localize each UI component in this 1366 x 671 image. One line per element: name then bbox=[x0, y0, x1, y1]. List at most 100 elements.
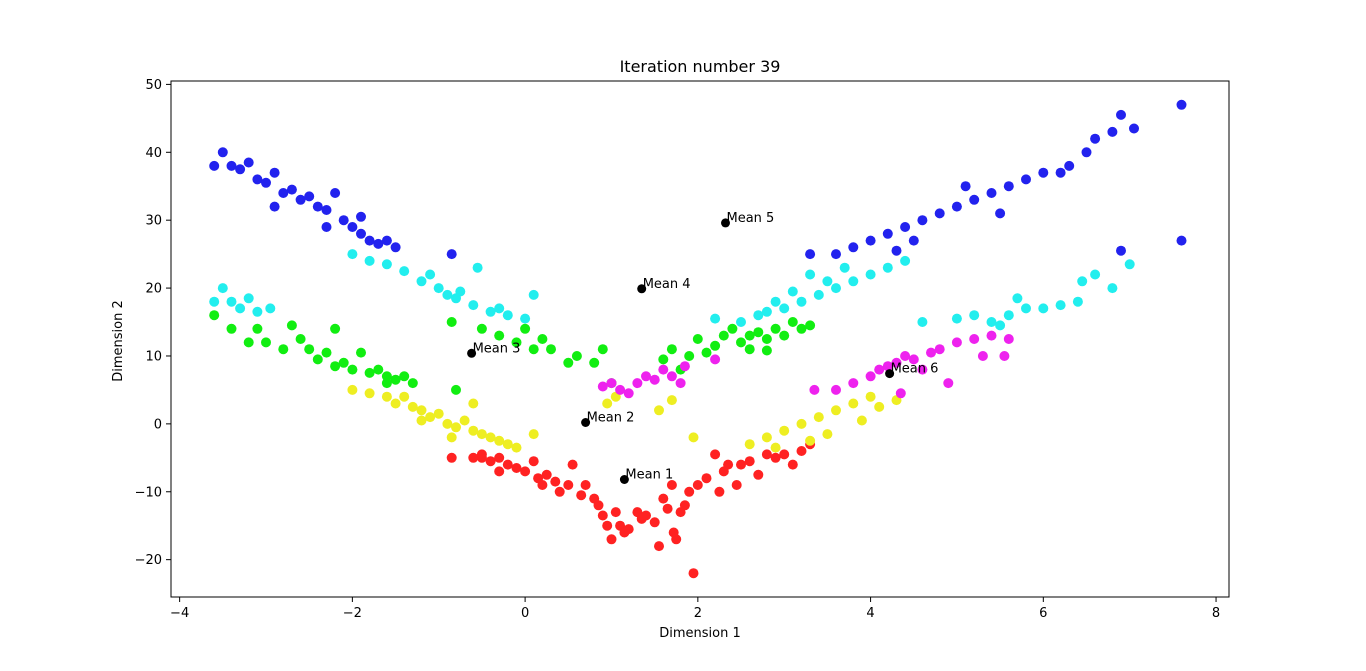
data-point bbox=[494, 435, 505, 446]
data-point bbox=[658, 364, 669, 375]
data-point bbox=[649, 517, 660, 528]
data-point bbox=[399, 371, 410, 382]
data-point bbox=[511, 463, 522, 473]
data-point bbox=[727, 323, 738, 334]
data-point bbox=[399, 391, 410, 402]
data-point bbox=[528, 344, 539, 355]
data-point bbox=[261, 177, 271, 188]
y-tick-label: 50 bbox=[145, 78, 162, 93]
data-point bbox=[1003, 181, 1014, 192]
data-point bbox=[986, 188, 997, 198]
data-point bbox=[831, 249, 841, 260]
data-point bbox=[1055, 300, 1066, 311]
mean-label: Mean 5 bbox=[727, 211, 775, 226]
data-point bbox=[455, 286, 466, 297]
data-point bbox=[554, 486, 565, 497]
data-point bbox=[831, 384, 841, 395]
data-point bbox=[468, 425, 479, 436]
data-point bbox=[969, 334, 980, 344]
mean-label: Mean 2 bbox=[587, 411, 635, 426]
data-point bbox=[347, 364, 358, 375]
data-point bbox=[744, 439, 755, 450]
data-point bbox=[537, 334, 548, 344]
data-point bbox=[597, 510, 608, 521]
data-point bbox=[468, 398, 479, 409]
data-point bbox=[710, 449, 721, 460]
data-point bbox=[373, 238, 384, 249]
data-point bbox=[787, 317, 798, 327]
data-point bbox=[364, 255, 375, 266]
data-point bbox=[692, 334, 703, 344]
data-point bbox=[805, 435, 816, 446]
data-point bbox=[649, 374, 660, 385]
data-point bbox=[986, 330, 997, 341]
data-point bbox=[407, 378, 418, 389]
data-point bbox=[723, 459, 734, 470]
data-point bbox=[839, 262, 850, 273]
data-point bbox=[1012, 293, 1023, 304]
data-point bbox=[666, 480, 677, 490]
data-point bbox=[520, 313, 531, 324]
data-point bbox=[528, 429, 539, 440]
data-point bbox=[779, 425, 790, 436]
data-point bbox=[321, 222, 332, 232]
data-point bbox=[813, 289, 824, 300]
data-point bbox=[770, 323, 781, 334]
data-point bbox=[1081, 147, 1092, 158]
data-point bbox=[494, 303, 505, 314]
mean-marker bbox=[721, 218, 730, 228]
data-point bbox=[917, 317, 928, 327]
mean-label: Mean 3 bbox=[473, 341, 521, 356]
data-point bbox=[736, 459, 746, 470]
data-point bbox=[593, 500, 604, 511]
data-point bbox=[278, 344, 289, 355]
data-point bbox=[381, 378, 392, 389]
data-point bbox=[295, 194, 306, 205]
data-point bbox=[1038, 167, 1049, 178]
mean-marker bbox=[619, 475, 629, 484]
data-point bbox=[882, 361, 893, 372]
data-point bbox=[969, 310, 980, 321]
data-point bbox=[265, 303, 276, 314]
data-point bbox=[1176, 99, 1187, 110]
data-point bbox=[796, 418, 807, 429]
data-point bbox=[541, 469, 552, 480]
data-point bbox=[882, 262, 893, 273]
data-point bbox=[917, 215, 928, 226]
data-point bbox=[576, 490, 587, 501]
data-point bbox=[1116, 109, 1126, 120]
data-point bbox=[679, 361, 690, 372]
data-point bbox=[235, 164, 246, 175]
data-point bbox=[848, 378, 859, 389]
mean-label: Mean 6 bbox=[891, 362, 939, 377]
mean-marker bbox=[637, 284, 647, 294]
data-point bbox=[330, 361, 341, 372]
x-axis-title: Dimension 1 bbox=[659, 626, 741, 641]
data-point bbox=[951, 337, 962, 348]
data-point bbox=[433, 283, 444, 294]
data-point bbox=[943, 378, 954, 389]
data-point bbox=[688, 432, 699, 443]
x-tick-label: 6 bbox=[1039, 606, 1047, 621]
data-point bbox=[209, 310, 220, 321]
data-point bbox=[1003, 310, 1014, 321]
data-point bbox=[217, 283, 228, 294]
y-tick-label: −20 bbox=[135, 553, 162, 568]
data-point bbox=[520, 466, 531, 477]
data-point bbox=[226, 323, 237, 334]
data-point bbox=[1021, 174, 1031, 185]
data-point bbox=[710, 354, 721, 365]
data-point bbox=[995, 320, 1006, 331]
data-point bbox=[433, 408, 444, 419]
data-point bbox=[209, 160, 220, 171]
data-point bbox=[1003, 334, 1014, 344]
data-point bbox=[390, 374, 401, 385]
data-point bbox=[390, 242, 401, 253]
data-points bbox=[209, 99, 1187, 579]
data-point bbox=[373, 364, 384, 375]
data-point bbox=[770, 442, 781, 453]
data-point bbox=[623, 524, 634, 535]
data-point bbox=[295, 334, 306, 344]
data-point bbox=[865, 391, 876, 402]
